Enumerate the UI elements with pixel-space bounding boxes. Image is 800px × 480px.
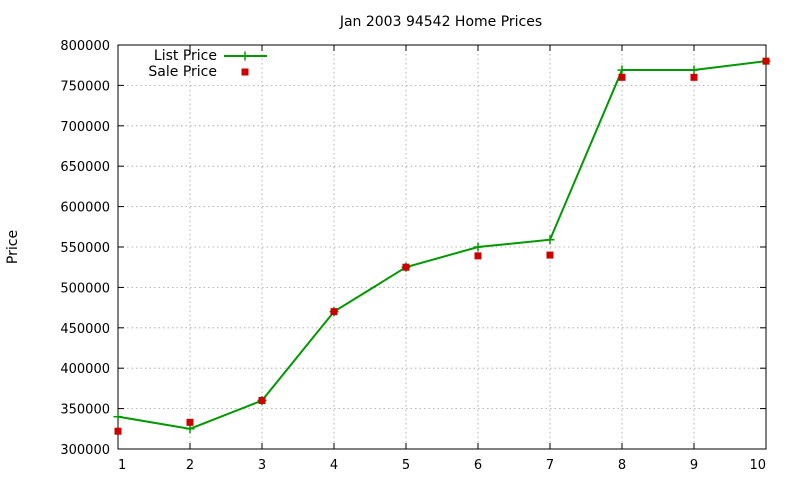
sale-price-point [186,418,194,426]
x-tick-label: 9 [690,458,698,473]
x-tick-label: 3 [258,458,266,473]
sale-price-point [690,73,698,81]
x-tick-label: 7 [546,458,554,473]
legend-marker-sale-price [241,68,249,76]
tick-layer: 300000 350000 400000 450000 500000 550000 6000… [60,39,767,473]
sale-price-point [114,427,122,435]
list-price-point [113,412,123,422]
y-axis-label: Price [5,230,21,264]
list-price-point [545,235,555,245]
y-tick-label: 650000 [60,160,110,175]
series-layer [113,56,771,435]
sale-price-point [330,308,338,316]
legend-label-list-price: List Price [154,48,217,64]
y-tick-label: 400000 [60,362,110,377]
x-tick-label: 8 [618,458,626,473]
sale-price-point [546,251,554,259]
x-tick-label: 6 [474,458,482,473]
x-tick-label: 1 [118,458,126,473]
y-tick-label: 750000 [60,79,110,94]
legend-marker-list-price [240,51,250,61]
legend: List Price Sale Price [148,48,267,80]
sale-price-point [474,252,482,260]
grid-layer [118,45,766,449]
y-tick-label: 450000 [60,322,110,337]
y-tick-label: 700000 [60,120,110,135]
x-tick-label: 5 [402,458,410,473]
x-tick-label: 4 [330,458,338,473]
series-line-list-price [117,60,767,430]
sale-price-point [258,397,266,405]
sale-price-point [402,263,410,271]
x-tick-label: 10 [749,458,766,473]
sale-price-point [762,57,770,65]
y-tick-label: 300000 [60,443,110,458]
y-tick-label: 800000 [60,39,110,54]
chart-title: Jan 2003 94542 Home Prices [339,14,542,30]
y-tick-label: 500000 [60,281,110,296]
x-tick-label: 2 [186,458,194,473]
y-tick-label: 550000 [60,241,110,256]
y-tick-label: 600000 [60,201,110,216]
sale-price-point [618,73,626,81]
list-price-point [617,65,627,75]
y-tick-label: 350000 [60,403,110,418]
list-price-point [689,65,699,75]
list-price-point [473,242,483,252]
legend-label-sale-price: Sale Price [148,64,217,80]
